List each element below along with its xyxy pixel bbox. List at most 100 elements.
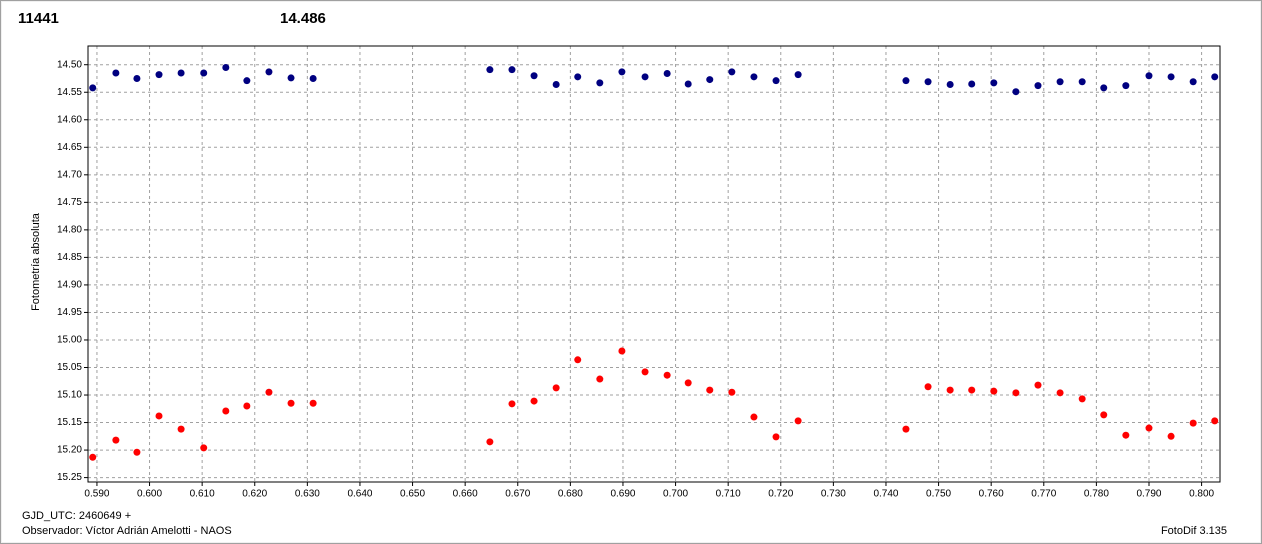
- x-tick-label: 0.750: [926, 489, 951, 500]
- point: [486, 438, 494, 446]
- footer-gjd: GJD_UTC: 2460649 +: [22, 510, 131, 522]
- point: [309, 399, 317, 407]
- x-tick-label: 0.700: [663, 489, 688, 500]
- point: [222, 63, 230, 71]
- point: [574, 356, 582, 364]
- point: [574, 73, 582, 81]
- point: [728, 68, 736, 76]
- point: [946, 81, 954, 89]
- point: [1100, 84, 1108, 92]
- y-tick-label: 14.60: [57, 114, 82, 125]
- y-tick-label: 14.85: [57, 252, 82, 263]
- plot-area: [88, 46, 1220, 482]
- point: [155, 71, 163, 79]
- point: [508, 400, 516, 408]
- x-tick-label: 0.600: [137, 489, 162, 500]
- point: [243, 77, 251, 85]
- point: [990, 387, 998, 395]
- point: [1167, 432, 1175, 440]
- footer-version: FotoDif 3.135: [1161, 525, 1227, 537]
- point: [1034, 381, 1042, 389]
- point: [1122, 431, 1130, 439]
- point: [794, 417, 802, 425]
- header-left: 11441: [18, 10, 59, 27]
- y-tick-label: 14.90: [57, 280, 82, 291]
- x-tick-label: 0.640: [347, 489, 372, 500]
- y-tick-label: 14.55: [57, 87, 82, 98]
- point: [663, 70, 671, 78]
- point: [1167, 73, 1175, 81]
- plot-border: [87, 45, 1221, 483]
- y-tick-label: 14.65: [57, 142, 82, 153]
- y-tick-label: 14.50: [57, 59, 82, 70]
- point: [200, 444, 208, 452]
- point: [486, 66, 494, 74]
- y-tick-label: 15.10: [57, 390, 82, 401]
- point: [1189, 419, 1197, 427]
- y-tick-label: 14.95: [57, 307, 82, 318]
- point: [663, 371, 671, 379]
- point: [684, 80, 692, 88]
- x-tick-label: 0.710: [716, 489, 741, 500]
- y-tick-label: 14.75: [57, 197, 82, 208]
- y-tick-label: 15.20: [57, 445, 82, 456]
- point: [1145, 72, 1153, 80]
- x-tick-label: 0.650: [400, 489, 425, 500]
- point: [750, 73, 758, 81]
- point: [772, 77, 780, 85]
- point: [902, 77, 910, 85]
- x-tick-label: 0.620: [242, 489, 267, 500]
- x-tick-label: 0.730: [821, 489, 846, 500]
- x-tick-label: 0.770: [1031, 489, 1056, 500]
- x-tick-label: 0.740: [873, 489, 898, 500]
- point: [177, 425, 185, 433]
- point: [618, 68, 626, 76]
- point: [968, 80, 976, 88]
- point: [706, 76, 714, 84]
- point: [133, 448, 141, 456]
- y-tick-label: 14.70: [57, 169, 82, 180]
- point: [112, 69, 120, 77]
- point: [641, 368, 649, 376]
- point: [309, 74, 317, 82]
- point: [530, 397, 538, 405]
- point: [1078, 395, 1086, 403]
- point: [1078, 78, 1086, 86]
- x-tick-label: 0.660: [453, 489, 478, 500]
- point: [1100, 411, 1108, 419]
- y-axis-label: Fotometría absoluta: [30, 212, 42, 311]
- point: [772, 433, 780, 441]
- x-tick-label: 0.670: [505, 489, 530, 500]
- point: [265, 68, 273, 76]
- point: [222, 407, 230, 415]
- point: [155, 412, 163, 420]
- point: [530, 72, 538, 80]
- x-tick-label: 0.720: [768, 489, 793, 500]
- point: [596, 375, 604, 383]
- point: [641, 73, 649, 81]
- x-tick-label: 0.690: [610, 489, 635, 500]
- point: [750, 413, 758, 421]
- point: [265, 388, 273, 396]
- point: [1012, 389, 1020, 397]
- point: [924, 78, 932, 86]
- point: [794, 71, 802, 79]
- point: [968, 386, 976, 394]
- point: [1211, 73, 1219, 81]
- y-tick-label: 15.05: [57, 362, 82, 373]
- y-tick-label: 15.25: [57, 472, 82, 483]
- point: [618, 347, 626, 355]
- x-tick-label: 0.790: [1136, 489, 1161, 500]
- y-tick-label: 14.80: [57, 225, 82, 236]
- x-tick-label: 0.590: [84, 489, 109, 500]
- point: [552, 81, 560, 89]
- x-tick-label: 0.630: [295, 489, 320, 500]
- point: [112, 436, 120, 444]
- point: [287, 399, 295, 407]
- point: [133, 74, 141, 82]
- x-tick-label: 0.610: [190, 489, 215, 500]
- x-tick-label: 0.800: [1189, 489, 1214, 500]
- point: [1189, 78, 1197, 86]
- x-tick-label: 0.680: [558, 489, 583, 500]
